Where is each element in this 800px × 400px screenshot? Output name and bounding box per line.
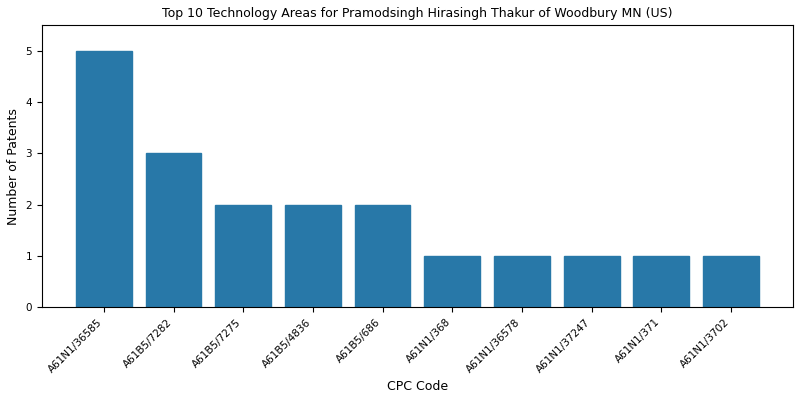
Bar: [285, 205, 341, 307]
Y-axis label: Number of Patents: Number of Patents: [7, 108, 20, 225]
Bar: [703, 256, 759, 307]
Bar: [354, 205, 410, 307]
Bar: [425, 256, 480, 307]
Bar: [146, 154, 202, 307]
Bar: [634, 256, 690, 307]
X-axis label: CPC Code: CPC Code: [387, 380, 448, 393]
Bar: [494, 256, 550, 307]
Bar: [215, 205, 271, 307]
Bar: [76, 51, 132, 307]
Title: Top 10 Technology Areas for Pramodsingh Hirasingh Thakur of Woodbury MN (US): Top 10 Technology Areas for Pramodsingh …: [162, 7, 673, 20]
Bar: [564, 256, 619, 307]
